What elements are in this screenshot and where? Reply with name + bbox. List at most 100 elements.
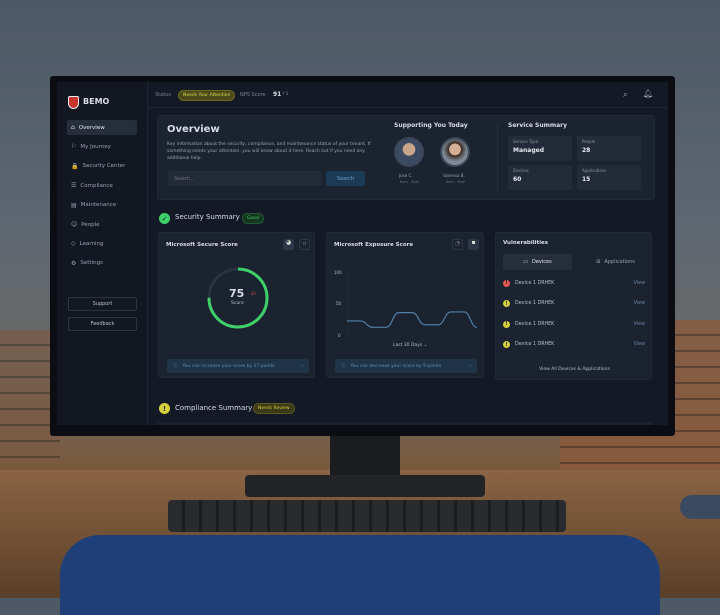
- tab-devices[interactable]: ▭ Devices: [503, 254, 572, 270]
- sidebar-item-settings[interactable]: ⚙ Settings: [67, 256, 137, 271]
- nps-value: 91: [273, 91, 282, 98]
- top-bar: Status Needs Your Attention NPS Score 91…: [148, 82, 668, 108]
- overview-panel: Overview Key information about the secur…: [157, 115, 655, 200]
- nav-icon: ☺: [71, 221, 78, 228]
- nav-icon: ⌂: [71, 124, 75, 131]
- sidebar: BEMO ⌂ Overview ⚐ My Journey 🔒 Security Cente…: [57, 82, 148, 425]
- shield-logo-icon: [68, 96, 79, 109]
- person-name: Jose C.: [399, 173, 413, 178]
- page-title: Overview: [167, 124, 220, 135]
- y-tick: 0: [338, 333, 341, 338]
- person-hours: 8am - 5pm: [446, 180, 466, 184]
- service-summary-title: Service Summary: [508, 122, 568, 129]
- card-title: Microsoft Secure Score: [166, 242, 238, 248]
- avatar-jose[interactable]: [394, 137, 424, 167]
- supporting-title: Supporting You Today: [394, 122, 468, 129]
- device-name: Device 1 DRHEK: [515, 342, 555, 347]
- service-tile: Service Type Managed: [508, 136, 572, 161]
- person-name: Vanessa B.: [443, 173, 465, 178]
- score-value: 75: [229, 287, 245, 300]
- card-title: Vulnerabilities: [503, 240, 549, 246]
- tile-value: Managed: [513, 147, 544, 154]
- keyboard: [168, 500, 566, 532]
- tile-label: Service Type: [513, 139, 539, 144]
- bell-icon[interactable]: 🔔︎: [643, 89, 654, 98]
- range-dropdown[interactable]: Last 30 Days ⌄: [393, 343, 427, 348]
- nav-icon: ⚐: [71, 143, 77, 151]
- view-all-link[interactable]: View All Devices & Applications: [539, 367, 610, 372]
- range-label: Last 30 Days: [393, 343, 423, 348]
- monitor-base: [245, 475, 485, 497]
- devices-icon: ▭: [523, 259, 528, 265]
- sidebar-item-label: Settings: [80, 260, 103, 267]
- view-link[interactable]: View: [633, 280, 645, 286]
- view-link[interactable]: View: [633, 321, 645, 327]
- sidebar-item-compliance[interactable]: ☰ Compliance: [67, 178, 137, 193]
- sidebar-item-label: People: [81, 221, 100, 228]
- exposure-score-tip[interactable]: ⓘ You can decrease your score by 9 points…: [335, 359, 477, 373]
- sidebar-item-label: Security Center: [82, 163, 126, 170]
- check-circle-icon: ✓: [159, 213, 170, 224]
- exposure-score-card: Microsoft Exposure Score ◔ ▪ 100 50 0 La…: [326, 232, 484, 378]
- vulnerability-row: ! Device 1 DRHEK View: [503, 340, 645, 350]
- tab-label: Applications: [604, 259, 635, 265]
- sidebar-item-security-center[interactable]: 🔒 Security Center: [67, 159, 137, 174]
- chart-view-icon[interactable]: ▪: [468, 239, 479, 250]
- screen: BEMO ⌂ Overview ⚐ My Journey 🔒 Security Cente…: [57, 82, 668, 425]
- search-icon[interactable]: ⌕: [623, 90, 628, 99]
- sidebar-item-people[interactable]: ☺ People: [67, 217, 137, 232]
- service-tile: Applications 15: [577, 165, 641, 190]
- view-link[interactable]: View: [633, 342, 645, 347]
- compliance-summary-title: Compliance Summary: [175, 404, 253, 412]
- support-button[interactable]: Support: [68, 297, 137, 311]
- sidebar-item-label: Learning: [79, 240, 104, 247]
- card-title: Microsoft Exposure Score: [334, 242, 414, 248]
- status-label: Status: [155, 92, 171, 98]
- alert-icon: !: [503, 300, 510, 307]
- y-tick: 100: [334, 270, 342, 275]
- chair: [60, 535, 660, 615]
- score-ring-fill: [207, 267, 269, 329]
- tile-label: Applications: [582, 168, 607, 173]
- service-tile: People 28: [577, 136, 641, 161]
- search-button[interactable]: Search: [326, 171, 365, 186]
- chevron-right-icon: ›: [469, 363, 471, 369]
- tile-value: 60: [513, 176, 522, 183]
- device-name: Device 1 DRHEK: [515, 280, 555, 286]
- sidebar-item-my-journey[interactable]: ⚐ My Journey: [67, 139, 137, 154]
- chevron-down-icon: ⌄: [423, 343, 428, 348]
- feedback-button[interactable]: Feedback: [68, 317, 137, 331]
- search-input[interactable]: [168, 171, 322, 186]
- info-icon: ⓘ: [341, 364, 346, 369]
- score-change: - 20: [248, 291, 256, 296]
- chart-view-icon[interactable]: ▫: [299, 239, 310, 250]
- alert-icon: !: [503, 279, 510, 287]
- sidebar-item-label: Compliance: [80, 182, 113, 189]
- nav-icon: ⚙: [71, 259, 77, 267]
- device-name: Device 1 DRHEK: [515, 321, 555, 327]
- vulnerability-row: ! Device 1 DRHEK View: [503, 319, 645, 329]
- compliance-status-badge: Needs Review: [253, 403, 295, 414]
- view-link[interactable]: View: [633, 301, 645, 306]
- nav-icon: ☰: [71, 182, 77, 190]
- nps-label: NPS Score: [240, 92, 266, 98]
- tab-applications[interactable]: ⊞ Applications: [581, 254, 650, 270]
- security-summary-title: Security Summary: [175, 213, 240, 221]
- security-status-badge: Good: [242, 213, 264, 224]
- service-tile: Devices 60: [508, 165, 572, 190]
- device-name: Device 1 DRHEK: [515, 301, 555, 306]
- divider: [497, 124, 498, 192]
- avatar-vanessa[interactable]: [440, 137, 470, 167]
- sidebar-item-learning[interactable]: ◇ Learning: [67, 236, 137, 251]
- alert-icon: !: [503, 341, 510, 348]
- secure-score-tip[interactable]: ⓘ You can increase your score by 17 point…: [167, 359, 309, 373]
- gauge-view-icon[interactable]: ◕: [283, 239, 294, 250]
- tile-value: 28: [582, 147, 591, 154]
- tile-value: 15: [582, 176, 591, 183]
- chevron-right-icon: ›: [301, 363, 303, 369]
- sidebar-item-overview[interactable]: ⌂ Overview: [67, 120, 137, 135]
- gauge-view-icon[interactable]: ◔: [452, 239, 463, 250]
- sidebar-item-maintenance[interactable]: ▤ Maintenance: [67, 198, 137, 213]
- tip-text: You can increase your score by 17 points: [182, 363, 275, 369]
- sidebar-item-label: Overview: [78, 124, 105, 131]
